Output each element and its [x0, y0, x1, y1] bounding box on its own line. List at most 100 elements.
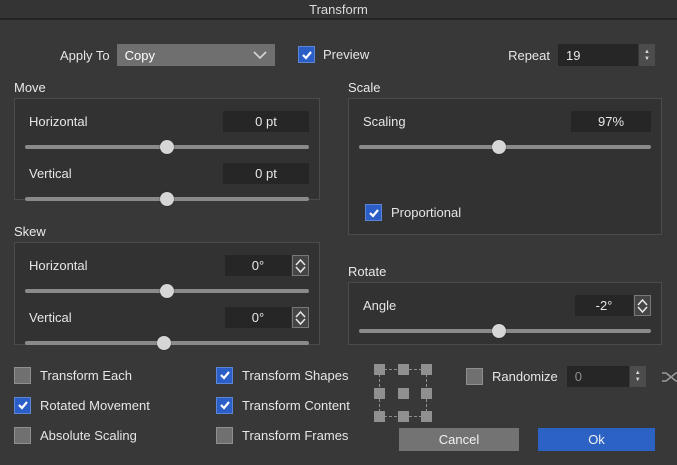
transform-shapes-checkbox[interactable] — [216, 366, 233, 384]
skew-horizontal-label: Horizontal — [29, 258, 88, 273]
repeat-input[interactable]: 19 — [558, 44, 638, 66]
move-vertical-label: Vertical — [29, 166, 72, 181]
preview-label: Preview — [323, 47, 370, 62]
anchor-point-middle-left[interactable] — [374, 388, 385, 399]
skew-vertical-stepper[interactable] — [292, 307, 309, 328]
move-vertical-slider[interactable] — [25, 192, 309, 206]
move-horizontal-value[interactable]: 0 pt — [223, 111, 309, 132]
transform-frames-checkbox[interactable] — [216, 426, 233, 444]
cancel-button-label: Cancel — [438, 432, 480, 447]
ok-button[interactable]: Ok — [538, 428, 655, 451]
skew-group: Horizontal 0° Vertical 0° — [14, 242, 320, 350]
randomize-value: 0 — [574, 369, 582, 384]
check-icon — [219, 401, 230, 410]
rotate-angle-field: Angle -2° — [359, 295, 651, 338]
option-transform-frames: Transform Frames — [216, 426, 348, 444]
chevron-down-icon — [295, 317, 306, 325]
absolute-scaling-checkbox[interactable] — [14, 426, 31, 444]
apply-to-dropdown[interactable]: Copy — [116, 44, 275, 66]
slider-thumb[interactable] — [160, 192, 174, 206]
slider-thumb[interactable] — [160, 284, 174, 298]
rotate-angle-label: Angle — [363, 298, 397, 313]
slider-thumb[interactable] — [160, 140, 174, 154]
skew-horizontal-slider[interactable] — [25, 284, 309, 298]
slider-thumb[interactable] — [157, 336, 172, 350]
proportional-label: Proportional — [391, 205, 462, 220]
randomize-group: Randomize 0 ▲ ▼ — [466, 366, 677, 387]
cancel-button[interactable]: Cancel — [399, 428, 519, 451]
triangle-up-icon: ▲ — [644, 48, 650, 55]
anchor-point-top-right[interactable] — [421, 364, 432, 375]
randomize-label: Randomize — [492, 369, 558, 384]
move-group: Horizontal 0 pt Vertical 0 pt — [14, 98, 320, 206]
scaling-value[interactable]: 97% — [571, 111, 651, 132]
scaling-slider[interactable] — [359, 140, 651, 154]
chevron-down-icon — [295, 265, 306, 273]
move-vertical-field: Vertical 0 pt — [25, 163, 309, 206]
shuffle-icon — [661, 371, 677, 382]
rotate-angle-stepper[interactable] — [634, 295, 651, 316]
check-icon — [301, 50, 312, 60]
transform-each-label: Transform Each — [40, 367, 132, 383]
dialog-titlebar[interactable]: Transform — [0, 0, 677, 20]
apply-to-group: Apply To Copy — [60, 44, 275, 66]
anchor-point-bottom-right[interactable] — [421, 411, 432, 422]
anchor-point-top-left[interactable] — [374, 364, 385, 375]
dialog-title: Transform — [309, 1, 368, 17]
anchor-point-bottom-left[interactable] — [374, 411, 385, 422]
transform-frames-label: Transform Frames — [242, 427, 349, 443]
repeat-label: Repeat — [508, 47, 550, 63]
slider-thumb[interactable] — [492, 324, 507, 338]
move-horizontal-field: Horizontal 0 pt — [25, 111, 309, 154]
repeat-spinner[interactable]: ▲ ▼ — [639, 44, 655, 66]
triangle-down-icon: ▼ — [634, 377, 641, 383]
rotate-angle-value[interactable]: -2° — [575, 295, 633, 316]
skew-horizontal-value[interactable]: 0° — [225, 255, 291, 276]
anchor-point-grid[interactable] — [374, 364, 432, 422]
chevron-up-icon — [295, 310, 306, 318]
option-transform-content: Transform Content — [216, 396, 350, 414]
proportional-checkbox[interactable] — [365, 204, 382, 221]
move-horizontal-slider[interactable] — [25, 140, 309, 154]
slider-thumb[interactable] — [492, 140, 507, 154]
option-transform-shapes: Transform Shapes — [216, 366, 348, 384]
proportional-group: Proportional — [365, 204, 461, 221]
skew-vertical-slider[interactable] — [25, 336, 309, 350]
rotated-movement-label: Rotated Movement — [40, 397, 150, 413]
skew-horizontal-stepper[interactable] — [292, 255, 309, 276]
rotated-movement-checkbox[interactable] — [14, 396, 31, 414]
ok-button-label: Ok — [588, 432, 605, 447]
transform-content-checkbox[interactable] — [216, 396, 233, 414]
check-icon — [219, 371, 230, 380]
skew-horizontal-field: Horizontal 0° — [25, 255, 309, 298]
rotate-angle-slider[interactable] — [359, 324, 651, 338]
skew-vertical-value[interactable]: 0° — [225, 307, 291, 328]
preview-group: Preview — [298, 46, 369, 63]
skew-vertical-field: Vertical 0° — [25, 307, 309, 350]
check-icon — [368, 208, 379, 218]
chevron-down-icon — [253, 51, 267, 59]
check-icon — [17, 401, 28, 410]
randomize-spinner[interactable]: ▲ ▼ — [629, 366, 646, 387]
anchor-point-bottom-center[interactable] — [398, 411, 409, 422]
shuffle-button[interactable] — [661, 370, 677, 384]
scaling-label: Scaling — [363, 114, 406, 129]
anchor-point-center[interactable] — [398, 388, 409, 399]
triangle-down-icon: ▼ — [644, 55, 650, 62]
preview-checkbox[interactable] — [298, 46, 315, 63]
apply-to-value: Copy — [124, 47, 155, 63]
scaling-field: Scaling 97% — [359, 111, 651, 154]
move-horizontal-label: Horizontal — [29, 114, 88, 129]
chevron-up-icon — [637, 298, 648, 306]
option-rotated-movement: Rotated Movement — [14, 396, 150, 414]
transform-each-checkbox[interactable] — [14, 366, 31, 384]
scale-group-label: Scale — [348, 80, 381, 95]
move-vertical-value[interactable]: 0 pt — [223, 163, 309, 184]
randomize-input[interactable]: 0 — [566, 366, 629, 387]
apply-to-label: Apply To — [60, 47, 110, 63]
chevron-up-icon — [295, 258, 306, 266]
randomize-checkbox[interactable] — [466, 368, 483, 385]
anchor-point-middle-right[interactable] — [421, 388, 432, 399]
move-group-label: Move — [14, 80, 46, 95]
anchor-point-top-center[interactable] — [398, 364, 409, 375]
